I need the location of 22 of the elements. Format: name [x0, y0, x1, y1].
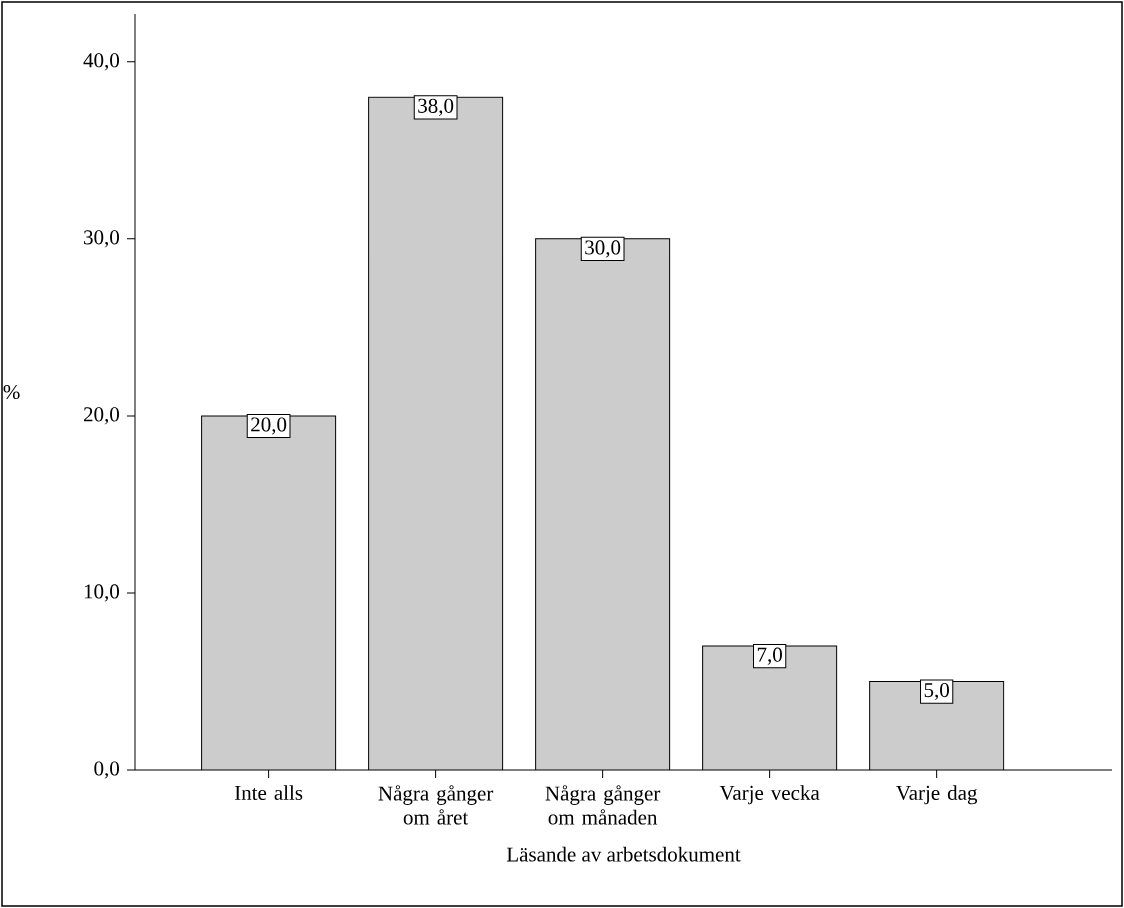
bar: [702, 646, 837, 770]
y-tick-label: 0,0: [94, 761, 120, 779]
bar: [869, 680, 1005, 770]
x-tick-label: Varje vecka: [719, 785, 820, 805]
y-tick-label: 10,0: [84, 584, 120, 602]
data-label: 5,0: [924, 682, 949, 701]
y-tick-label: 40,0: [83, 53, 120, 71]
data-label: 30,0: [585, 240, 621, 258]
data-label: 7,0: [757, 647, 782, 665]
x-axis-title: Läsande av arbetsdokument: [506, 846, 741, 862]
bar: [535, 238, 670, 770]
data-label: 20,0: [251, 417, 287, 435]
bar: [368, 97, 503, 770]
data-label: 38,0: [418, 98, 454, 116]
y-axis-title: %: [3, 384, 20, 400]
x-tick-label: Inte alls: [234, 785, 303, 800]
x-tick-label: Några gånger om månaden: [545, 785, 661, 825]
bar: [201, 415, 336, 770]
y-tick-label: 20,0: [83, 407, 120, 425]
y-tick-label: 30,0: [84, 230, 120, 248]
x-tick-label: Varje dag: [896, 785, 978, 805]
x-tick-label: Några gånger om året: [378, 785, 494, 825]
